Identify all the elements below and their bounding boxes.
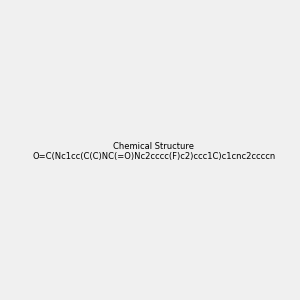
- Text: Chemical Structure
O=C(Nc1cc(C(C)NC(=O)Nc2cccc(F)c2)ccc1C)c1cnc2ccccn: Chemical Structure O=C(Nc1cc(C(C)NC(=O)N…: [32, 142, 275, 161]
